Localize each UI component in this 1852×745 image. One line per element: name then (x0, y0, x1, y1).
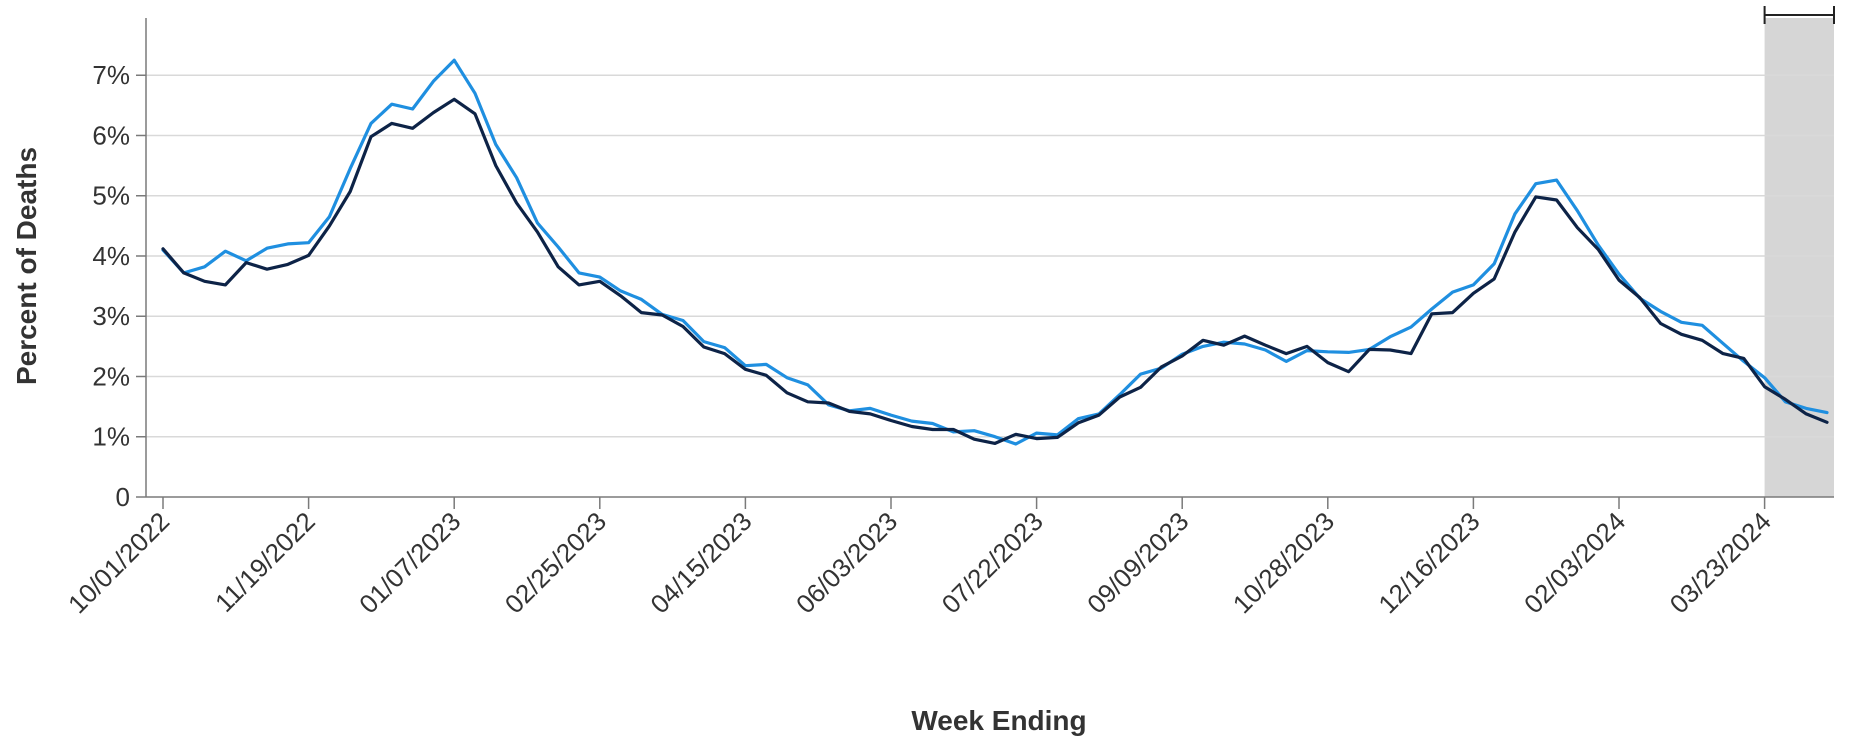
series-line-light-blue (161, 58, 1829, 446)
series-lines (161, 58, 1829, 446)
y-tick-label: 6% (92, 120, 130, 150)
series-line-dark-navy (161, 97, 1829, 445)
projection-shaded-region (1763, 6, 1835, 497)
y-tick-label: 5% (92, 181, 130, 211)
gridlines (146, 74, 1834, 438)
y-tick-label: 1% (92, 422, 130, 452)
y-tick-label: 7% (92, 60, 130, 90)
y-tick-label: 2% (92, 361, 130, 391)
y-tick-label: 4% (92, 241, 130, 271)
y-tick-label: 3% (92, 301, 130, 331)
shaded-region-rect (1764, 18, 1834, 497)
x-axis-title: Week Ending (911, 705, 1086, 736)
y-axis-title: Percent of Deaths (11, 147, 42, 385)
y-tick-label: 0 (116, 482, 130, 512)
y-tick-labels: 0 1% 2% 3% 4% 5% 6% 7% (92, 60, 146, 512)
axes (145, 18, 1834, 498)
